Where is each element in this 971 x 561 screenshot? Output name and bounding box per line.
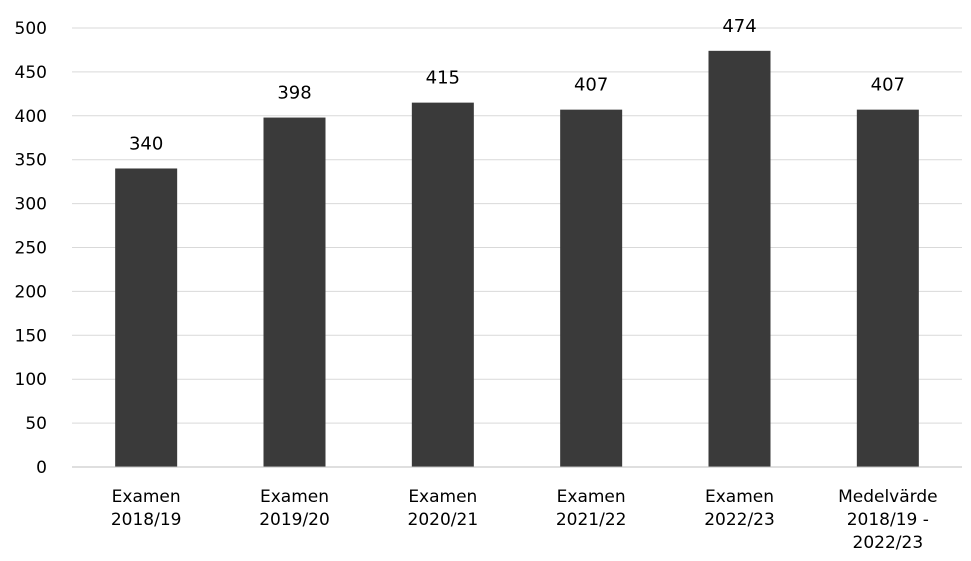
x-category-label-line: Examen xyxy=(260,487,329,507)
x-category-label-line: Examen xyxy=(112,487,181,507)
x-category-label-line: 2018/19 - xyxy=(847,510,929,530)
y-tick-label-200: 200 xyxy=(15,282,47,302)
data-label-4: 407 xyxy=(574,75,608,96)
y-tick-label-350: 350 xyxy=(15,151,47,171)
bar-4 xyxy=(560,109,623,468)
x-category-label-line: 2018/19 xyxy=(111,510,182,530)
bars xyxy=(115,50,919,468)
x-category-label-6: Medelvärde 2018/19 - 2022/23 xyxy=(838,487,938,553)
x-category-label-line: 2020/21 xyxy=(408,510,479,530)
y-axis-tick-labels: 0 50 100 150 200 250 300 350 400 450 500 xyxy=(15,19,47,478)
gridlines xyxy=(72,27,962,424)
x-category-label-5: Examen 2022/23 xyxy=(704,487,775,530)
x-category-label-line: 2022/23 xyxy=(704,510,775,530)
data-labels: 340 398 415 407 474 407 xyxy=(129,16,905,155)
x-category-label-2: Examen 2019/20 xyxy=(259,487,330,530)
y-tick-label-0: 0 xyxy=(36,458,47,478)
x-category-label-line: Medelvärde xyxy=(838,487,938,507)
bar-1 xyxy=(115,168,178,468)
data-label-1: 340 xyxy=(129,133,163,154)
x-category-label-line: Examen xyxy=(557,487,626,507)
bar-6 xyxy=(856,109,919,468)
x-category-label-3: Examen 2020/21 xyxy=(408,487,479,530)
data-label-2: 398 xyxy=(277,83,311,104)
y-tick-label-250: 250 xyxy=(15,239,47,259)
bar-5 xyxy=(708,50,771,467)
y-tick-label-50: 50 xyxy=(25,414,47,434)
y-tick-label-400: 400 xyxy=(15,107,47,127)
y-tick-label-100: 100 xyxy=(15,370,47,390)
y-tick-label-500: 500 xyxy=(15,19,47,39)
x-category-label-line: 2021/22 xyxy=(556,510,627,530)
x-category-label-line: 2019/20 xyxy=(259,510,330,530)
bar-2 xyxy=(263,117,326,467)
x-category-label-line: Examen xyxy=(408,487,477,507)
x-category-label-line: 2022/23 xyxy=(853,533,924,553)
data-label-3: 415 xyxy=(426,68,460,89)
x-category-label-4: Examen 2021/22 xyxy=(556,487,627,530)
y-tick-label-450: 450 xyxy=(15,63,47,83)
x-category-label-1: Examen 2018/19 xyxy=(111,487,182,530)
bar-3 xyxy=(411,102,474,467)
data-label-5: 474 xyxy=(722,16,756,37)
x-category-label-line: Examen xyxy=(705,487,774,507)
y-tick-label-300: 300 xyxy=(15,195,47,215)
data-label-6: 407 xyxy=(871,75,905,96)
y-tick-label-150: 150 xyxy=(15,326,47,346)
